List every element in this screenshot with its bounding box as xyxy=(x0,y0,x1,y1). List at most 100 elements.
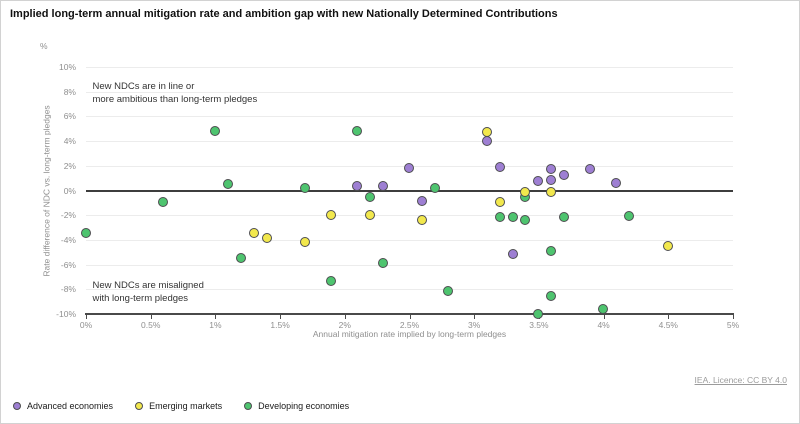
data-point-emerging-markets[interactable] xyxy=(662,240,673,251)
data-point-developing-economies[interactable] xyxy=(222,178,233,189)
legend-marker-icon xyxy=(244,402,253,410)
y-tick-label: -4% xyxy=(60,234,76,245)
x-axis-tick xyxy=(86,315,87,319)
x-axis-tick xyxy=(280,315,282,319)
y-tick-label: -6% xyxy=(60,259,76,270)
data-point-advanced-economies[interactable] xyxy=(481,135,492,146)
x-axis-tick xyxy=(668,315,670,319)
data-point-developing-economies[interactable] xyxy=(80,228,91,239)
y-tick-label: 2% xyxy=(63,160,76,171)
legend-label: Developing economies xyxy=(258,401,350,411)
x-tick-label: 4.5% xyxy=(658,320,678,330)
data-point-emerging-markets[interactable] xyxy=(416,214,427,225)
plot-area: 10% 8% 6% 4% 2% 0% -2% -4% -6% -8% -10% 0% 0.5% 1% 1.5… xyxy=(56,62,739,330)
data-point-emerging-markets[interactable] xyxy=(520,187,531,198)
data-point-developing-economies[interactable] xyxy=(520,214,531,225)
legend-item-developing-economies[interactable]: Developing economies xyxy=(244,401,349,411)
data-point-developing-economies[interactable] xyxy=(352,125,363,136)
y-tick-label: 4% xyxy=(63,136,76,147)
y-tick-label: 6% xyxy=(63,111,76,122)
x-axis-tick xyxy=(474,315,476,319)
legend-label: Advanced economies xyxy=(27,401,114,411)
data-point-advanced-economies[interactable] xyxy=(559,170,570,181)
legend-label: Emerging markets xyxy=(149,401,223,411)
data-point-emerging-markets[interactable] xyxy=(326,209,337,220)
license-link[interactable]: IEA. Licence: CC BY 4.0 xyxy=(694,375,787,385)
data-point-developing-economies[interactable] xyxy=(209,125,220,136)
y-tick-label: 0% xyxy=(63,185,76,196)
x-tick-label: 2.5% xyxy=(399,320,420,330)
x-axis-tick xyxy=(215,315,217,319)
data-point-developing-economies[interactable] xyxy=(300,182,311,193)
data-point-advanced-economies[interactable] xyxy=(352,181,363,192)
data-point-developing-economies[interactable] xyxy=(365,192,376,203)
data-point-developing-economies[interactable] xyxy=(507,212,518,223)
plot-annotation-1: New NDCs are in line or more ambitious t… xyxy=(92,80,258,105)
data-point-emerging-markets[interactable] xyxy=(248,228,259,239)
legend-marker-icon xyxy=(13,402,21,410)
data-point-developing-economies[interactable] xyxy=(158,197,169,208)
x-tick-label: 0% xyxy=(79,320,93,330)
x-axis-tick xyxy=(344,315,346,319)
data-point-advanced-economies[interactable] xyxy=(378,181,389,192)
data-point-developing-economies[interactable] xyxy=(442,286,453,297)
data-point-developing-economies[interactable] xyxy=(494,212,505,223)
y-tick-label: 8% xyxy=(63,86,76,97)
legend-item-advanced-economies[interactable]: Advanced economies xyxy=(13,401,113,411)
data-point-advanced-economies[interactable] xyxy=(585,164,596,174)
x-axis-line xyxy=(85,313,734,315)
x-axis-tick xyxy=(150,315,152,319)
data-point-emerging-markets[interactable] xyxy=(546,187,557,198)
x-tick-label: 0.5% xyxy=(141,320,161,330)
data-point-emerging-markets[interactable] xyxy=(365,209,376,220)
x-tick-label: 1.5% xyxy=(270,320,290,330)
data-point-developing-economies[interactable] xyxy=(429,182,440,193)
x-axis-tick xyxy=(733,315,734,319)
x-tick-label: 3.5% xyxy=(529,320,549,330)
data-point-developing-economies[interactable] xyxy=(235,252,246,263)
data-point-advanced-economies[interactable] xyxy=(404,162,414,173)
gridline xyxy=(86,141,733,143)
legend: Advanced economies Emerging markets Develo… xyxy=(13,401,349,411)
data-point-developing-economies[interactable] xyxy=(378,257,389,268)
x-tick-label: 2% xyxy=(338,320,351,330)
y-tick-label: -2% xyxy=(60,210,76,221)
data-point-developing-economies[interactable] xyxy=(546,291,557,302)
y-tick-label: -8% xyxy=(60,284,76,295)
y-tick-label: -10% xyxy=(56,309,76,319)
data-point-advanced-economies[interactable] xyxy=(533,176,544,187)
gridline xyxy=(86,91,733,93)
data-point-emerging-markets[interactable] xyxy=(261,233,272,244)
x-axis-tick xyxy=(409,315,411,319)
data-point-advanced-economies[interactable] xyxy=(611,177,622,188)
gridline xyxy=(86,264,733,266)
zero-baseline xyxy=(86,189,733,192)
plot-annotation-2: New NDCs are misaligned with long-term p… xyxy=(92,280,204,305)
x-axis-tick xyxy=(603,315,605,319)
data-point-developing-economies[interactable] xyxy=(533,308,544,319)
data-point-advanced-economies[interactable] xyxy=(546,164,557,174)
gridline xyxy=(86,289,733,291)
data-point-advanced-economies[interactable] xyxy=(507,249,518,260)
y-tick-label: 10% xyxy=(58,62,76,72)
data-point-developing-economies[interactable] xyxy=(559,212,570,223)
data-point-advanced-economies[interactable] xyxy=(416,196,427,207)
gridline xyxy=(86,215,733,217)
y-axis-unit-label: % xyxy=(40,41,48,51)
gridline xyxy=(86,116,733,118)
x-axis-title: Annual mitigation rate implied by long-t… xyxy=(312,329,507,339)
data-point-developing-economies[interactable] xyxy=(598,303,609,314)
data-point-advanced-economies[interactable] xyxy=(494,161,505,172)
data-point-emerging-markets[interactable] xyxy=(494,197,505,208)
x-tick-label: 1% xyxy=(209,320,222,330)
data-point-developing-economies[interactable] xyxy=(623,210,634,221)
data-point-advanced-economies[interactable] xyxy=(546,175,557,186)
data-point-developing-economies[interactable] xyxy=(326,276,337,287)
data-point-developing-economies[interactable] xyxy=(546,245,557,256)
x-tick-label: 5% xyxy=(726,320,740,330)
data-point-emerging-markets[interactable] xyxy=(300,236,311,247)
legend-item-emerging-markets[interactable]: Emerging markets xyxy=(135,401,222,411)
legend-marker-icon xyxy=(135,402,144,410)
chart-title: Implied long-term annual mitigation rate… xyxy=(10,8,558,20)
